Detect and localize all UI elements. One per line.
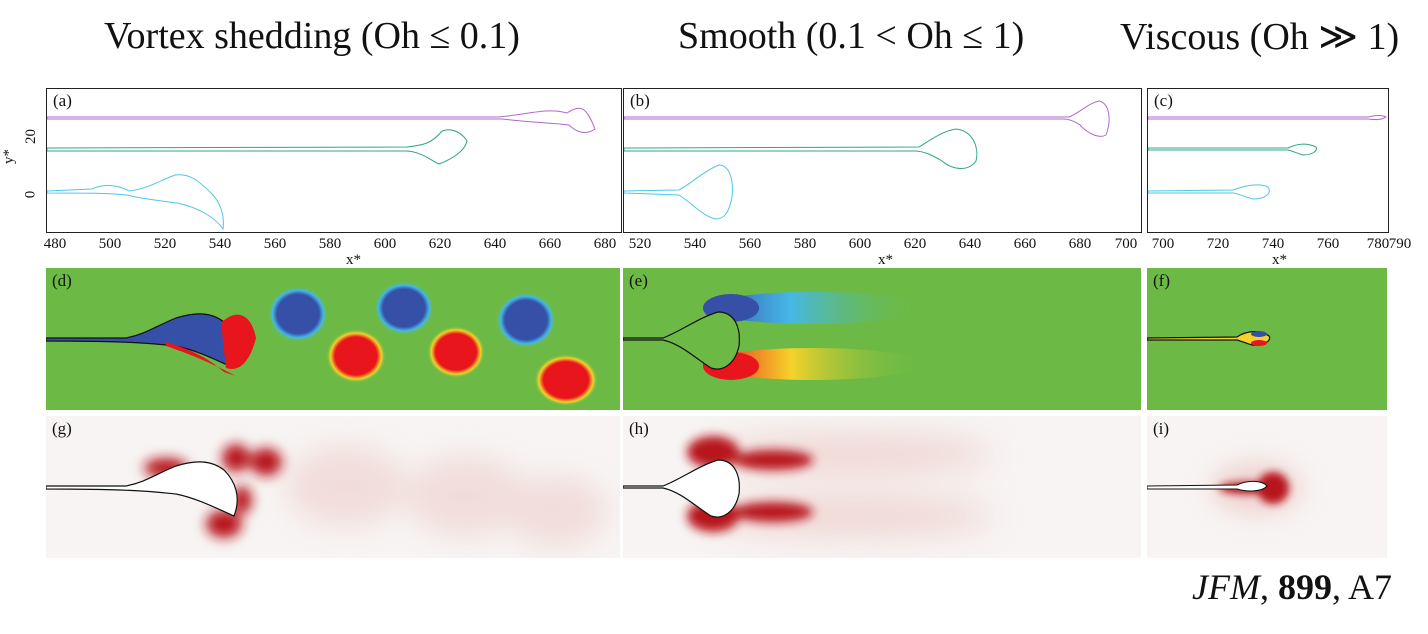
x-tick: 520 [153,236,177,252]
x-tick: 760 [1316,236,1340,252]
vortex-positive [1251,340,1267,346]
vortex-positive [427,326,485,378]
x-axis-label-b: x* [878,252,893,268]
x-tick: 680 [593,236,617,252]
x-tick: 580 [318,236,342,252]
y-axis-label: y* [1,149,17,164]
panel-label-f: (f) [1153,271,1170,290]
regime-label: Vortex shedding [104,15,352,57]
panel-label-g: (g) [52,419,72,438]
interface-sheet [623,311,740,370]
panel-label-b: (b) [630,91,650,110]
interface-sheet [1147,480,1268,492]
citation: JFM, 899, A7 [1192,567,1392,607]
interface-sheet [46,461,238,517]
contour-purple [47,107,596,133]
panel-a-contours: (a) [46,88,622,233]
x-tick: 720 [1206,236,1230,252]
x-tick: 480 [43,236,67,252]
wake-negative [703,292,923,324]
vortex-positive [326,329,386,383]
x-axis-label-c: x* [1272,252,1287,268]
citation-volume: 899 [1277,567,1332,607]
panel-f-vorticity: (f) [1147,268,1387,410]
x-tick: 740 [1261,236,1285,252]
vortex-negative [496,292,556,348]
contour-cyan [1148,184,1270,200]
citation-article: A7 [1348,567,1392,607]
panel-h-dissipation: (h) [623,416,1141,558]
x-tick: 620 [903,236,927,252]
contour-purple [1148,115,1387,121]
panel-i-dissipation: (i) [1147,416,1387,558]
x-tick: 560 [738,236,762,252]
panel-b-contours: (b) [623,88,1142,233]
x-tick: 660 [538,236,562,252]
x-tick: 780 [1366,236,1390,252]
x-tick: 500 [98,236,122,252]
wake-positive [703,348,923,380]
contour-purple [624,100,1110,137]
regime-condition: (Oh ≤ 0.1) [360,15,520,57]
panel-e-vorticity: (e) [623,268,1141,410]
regime-condition: (0.1 < Oh ≤ 1) [805,15,1025,57]
panel-label-i: (i) [1153,419,1169,438]
y-tick: 20 [23,129,39,144]
shear-layer-positive [221,314,256,369]
x-tick: 700 [1151,236,1175,252]
x-tick: 680 [1068,236,1092,252]
x-tick: 640 [958,236,982,252]
regime-title-vortex-shedding: Vortex shedding (Oh ≤ 0.1) [104,14,520,58]
x-tick: 540 [683,236,707,252]
x-tick: 560 [263,236,287,252]
shear-layer-positive [166,342,236,376]
x-tick: 520 [628,236,652,252]
panel-d-vorticity: (d) [46,268,620,410]
x-tick: 700 [1114,236,1138,252]
x-tick: 600 [373,236,397,252]
vortex-negative [268,286,328,342]
x-tick: 600 [848,236,872,252]
regime-label: Smooth [678,15,797,57]
x-axis-label-a: x* [346,252,361,268]
contour-green [47,129,468,165]
vortex-negative [374,281,434,335]
contour-cyan [47,174,224,231]
panel-label-e: (e) [629,271,648,290]
panel-label-a: (a) [53,91,72,110]
contour-green [1148,143,1317,156]
interface-sheet [623,459,740,518]
vortex-positive [534,354,598,406]
regime-title-viscous: Viscous (Oh ≫ 1) [1120,14,1399,59]
panel-label-d: (d) [52,271,72,290]
panel-label-h: (h) [629,419,649,438]
contour-green [624,128,978,169]
regime-condition: (Oh ≫ 1) [1249,16,1400,58]
panel-label-c: (c) [1154,91,1173,110]
x-tick: 620 [428,236,452,252]
contour-cyan [624,164,733,220]
x-tick: 580 [793,236,817,252]
x-tick: 540 [208,236,232,252]
regime-label: Viscous [1120,16,1241,58]
x-tick: 640 [483,236,507,252]
y-tick: 0 [22,190,39,199]
x-tick: 790 [1388,236,1412,252]
panel-g-dissipation: (g) [46,416,620,558]
citation-journal: JFM [1192,567,1260,607]
vortex-negative [1251,331,1267,337]
x-tick: 660 [1013,236,1037,252]
panel-c-contours: (c) [1147,88,1389,233]
regime-title-smooth: Smooth (0.1 < Oh ≤ 1) [678,14,1024,58]
